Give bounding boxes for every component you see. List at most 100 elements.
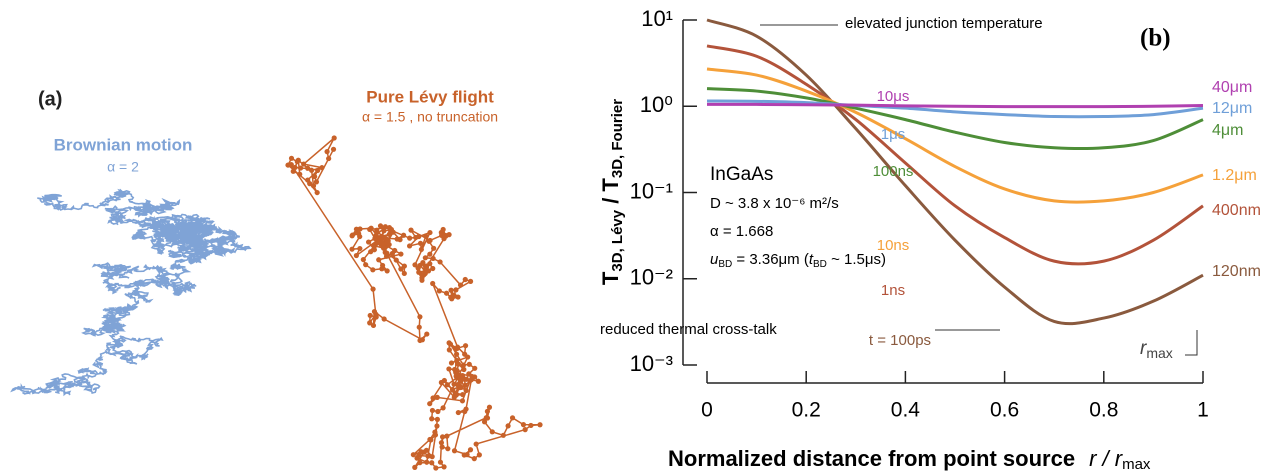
levy-step [416, 324, 422, 330]
levy-step [440, 226, 446, 233]
levy-step [365, 239, 372, 245]
series-label: 10ns [877, 237, 910, 254]
chart-b: 10⁻³ 10⁻² 10⁻¹ 10⁰ 10¹ 0 0.2 0.4 0.6 0.8 1 t = 100p… [630, 6, 1261, 422]
series-line [706, 44, 1204, 266]
levy-step [392, 247, 398, 254]
levy-step [331, 135, 337, 141]
series-line [706, 102, 1204, 109]
levy-step [427, 229, 433, 236]
levy-step [459, 398, 466, 404]
levy-step [297, 165, 304, 171]
levy-step [500, 432, 506, 438]
levy-step [439, 444, 445, 450]
levy-step [308, 167, 315, 173]
levy-step [433, 465, 439, 471]
levy-step [370, 286, 376, 292]
levy-walk [287, 137, 541, 469]
levy-step [456, 373, 462, 379]
levy-step [417, 314, 423, 320]
walk-subtitle: α = 1.5 , no truncation [362, 109, 498, 125]
levy-step [452, 366, 458, 373]
series-end-label: 120nm [1212, 263, 1261, 280]
levy-step [432, 432, 439, 438]
levy-step [394, 236, 400, 242]
levy-step [401, 232, 407, 238]
y-axis-label: T3D, Lévy / T3D, Fourier [598, 99, 626, 285]
levy-step [537, 422, 543, 428]
levy-step [427, 237, 433, 244]
levy-step [430, 265, 436, 272]
levy-step [428, 437, 434, 443]
levy-step [453, 390, 459, 396]
annotation: D ~ 3.8 x 10⁻⁶ m²/s [710, 195, 839, 212]
levy-step [418, 246, 424, 253]
levy-step [422, 255, 428, 261]
levy-step [363, 262, 369, 268]
levy-step [401, 270, 407, 277]
levy-step [349, 233, 355, 239]
label-sub: 3D, Lévy [609, 209, 626, 271]
y-tick-label: 10¹ [641, 6, 673, 31]
levy-step [460, 362, 467, 368]
levy-step [466, 371, 472, 377]
series-label: 1μs [881, 126, 906, 143]
x-tick-label: 0 [701, 399, 713, 422]
levy-step [371, 247, 377, 253]
levy-step [305, 177, 311, 183]
levy-step [401, 263, 407, 269]
levy-step [481, 419, 488, 425]
levy-step [372, 235, 378, 242]
levy-step [471, 456, 477, 462]
levy-step [429, 407, 436, 414]
levy-step [374, 229, 380, 235]
levy-step [314, 189, 320, 196]
x-tick-label: 0.8 [1089, 399, 1118, 422]
levy-step [467, 278, 474, 284]
x-tick-label: 0.4 [891, 399, 921, 422]
levy-step [463, 376, 470, 382]
levy-step [324, 149, 330, 155]
levy-step [522, 427, 528, 433]
levy-step [462, 351, 468, 357]
annotation-part: r [1140, 338, 1147, 359]
levy-step [412, 262, 418, 268]
annotation: InGaAs [710, 164, 773, 185]
levy-step [357, 245, 363, 252]
levy-step [301, 161, 307, 167]
walk-subtitle: α = 2 [107, 159, 139, 175]
levy-step [434, 423, 440, 429]
x-axis-label: Normalized distance from point source r /… [668, 446, 1151, 473]
levy-step [451, 448, 458, 454]
levy-step [393, 257, 399, 263]
series-label: t = 100ps [869, 332, 931, 349]
levy-step [443, 233, 449, 239]
levy-step [434, 394, 440, 400]
levy-step [505, 423, 511, 429]
levy-step [461, 452, 467, 458]
levy-step [288, 155, 295, 161]
walk-title: Pure Lévy flight [366, 87, 494, 106]
levy-step [412, 464, 418, 470]
levy-step [413, 234, 419, 241]
levy-step [462, 382, 468, 388]
annotation-sub: BD [718, 259, 732, 270]
levy-step [315, 167, 321, 174]
levy-step [451, 381, 457, 387]
levy-step [292, 164, 298, 171]
panel-label: (b) [1140, 25, 1171, 52]
levy-step [376, 257, 382, 263]
x-tick-label: 0.6 [990, 399, 1019, 422]
levy-step [427, 251, 433, 257]
levy-step [398, 251, 404, 257]
levy-step [429, 460, 435, 466]
levy-step [447, 341, 454, 347]
levy-step [454, 357, 460, 364]
levy-step [375, 239, 381, 246]
levy-step [443, 290, 450, 296]
levy-step [461, 366, 467, 373]
levy-step [509, 415, 516, 421]
series-end-label: 1.2μm [1212, 167, 1257, 184]
levy-step [460, 391, 466, 398]
levy-step [285, 162, 291, 168]
y-tick-label: 10⁻² [630, 265, 673, 290]
